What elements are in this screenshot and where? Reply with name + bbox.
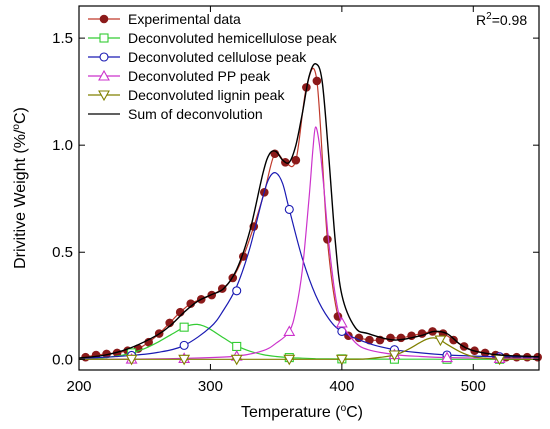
plot-frame — [78, 5, 540, 371]
legend-label: Experimental data — [128, 11, 241, 27]
hemicellulose-marker — [232, 341, 242, 351]
series-sum-line — [78, 63, 540, 359]
cellulose-marker — [232, 286, 242, 296]
experimental-point — [449, 335, 458, 345]
legend-entry-experimental: Experimental data — [88, 11, 241, 27]
y-tick-label: 1.5 — [52, 30, 73, 47]
x-tick-label: 200 — [66, 378, 91, 395]
lignin-marker — [434, 335, 447, 347]
cellulose-marker — [284, 204, 294, 214]
legend-marker — [99, 33, 109, 43]
experimental-point — [291, 155, 301, 165]
legend-entry-hemicellulose: Deconvoluted hemicellulose peak — [88, 30, 338, 46]
experimental-point — [312, 76, 322, 86]
r-squared-annotation: R2=0.98 — [476, 11, 527, 28]
legend-entry-pp: Deconvoluted PP peak — [88, 68, 271, 84]
x-tick-label: 400 — [329, 378, 354, 395]
experimental-point — [323, 235, 332, 244]
legend: Experimental data Deconvoluted hemicellul… — [88, 11, 338, 122]
y-tick-label: 0.5 — [52, 244, 73, 261]
experimental-point — [175, 307, 185, 317]
series-sum — [78, 63, 540, 359]
pp-marker — [283, 325, 296, 337]
y-tick-label: 0.0 — [52, 351, 73, 368]
series-layer — [78, 63, 542, 366]
legend-label: Deconvoluted lignin peak — [128, 87, 285, 103]
experimental-point — [386, 333, 395, 343]
legend-label: Deconvoluted hemicellulose peak — [128, 30, 338, 46]
legend-label: Sum of deconvolution — [128, 106, 263, 122]
legend-marker — [98, 69, 110, 81]
series-lignin-line — [79, 337, 540, 360]
pp-marker — [335, 316, 348, 328]
lignin-marker — [178, 354, 191, 366]
experimental-point — [396, 333, 406, 343]
y-tick-label: 1.0 — [52, 137, 73, 154]
axes-layer: 200 300 400 500 0.0 0.5 1.0 1.5 — [52, 6, 539, 395]
series-lignin — [79, 335, 540, 366]
y-axis-title: Drivitive Weight (%/oC) — [11, 107, 29, 269]
legend-entry-lignin: Deconvoluted lignin peak — [88, 87, 285, 103]
lignin-marker — [125, 354, 138, 366]
legend-entry-sum: Sum of deconvolution — [88, 106, 263, 122]
legend-label: Deconvoluted PP peak — [128, 68, 271, 84]
legend-marker — [99, 14, 109, 24]
lignin-marker — [283, 354, 296, 366]
cellulose-marker — [179, 340, 189, 350]
x-tick-label: 300 — [198, 378, 223, 395]
x-tick-label: 500 — [461, 378, 486, 395]
legend-marker — [98, 90, 110, 102]
lignin-marker — [230, 354, 243, 366]
legend-entry-cellulose: Deconvoluted cellulose peak — [88, 49, 307, 65]
lignin-marker — [388, 350, 401, 362]
lignin-marker — [335, 354, 348, 366]
pp-marker — [441, 351, 453, 363]
x-axis-title: Temperature (oC) — [241, 403, 363, 421]
hemicellulose-marker — [179, 322, 189, 332]
legend-marker — [99, 52, 109, 62]
legend-label: Deconvoluted cellulose peak — [128, 49, 307, 65]
